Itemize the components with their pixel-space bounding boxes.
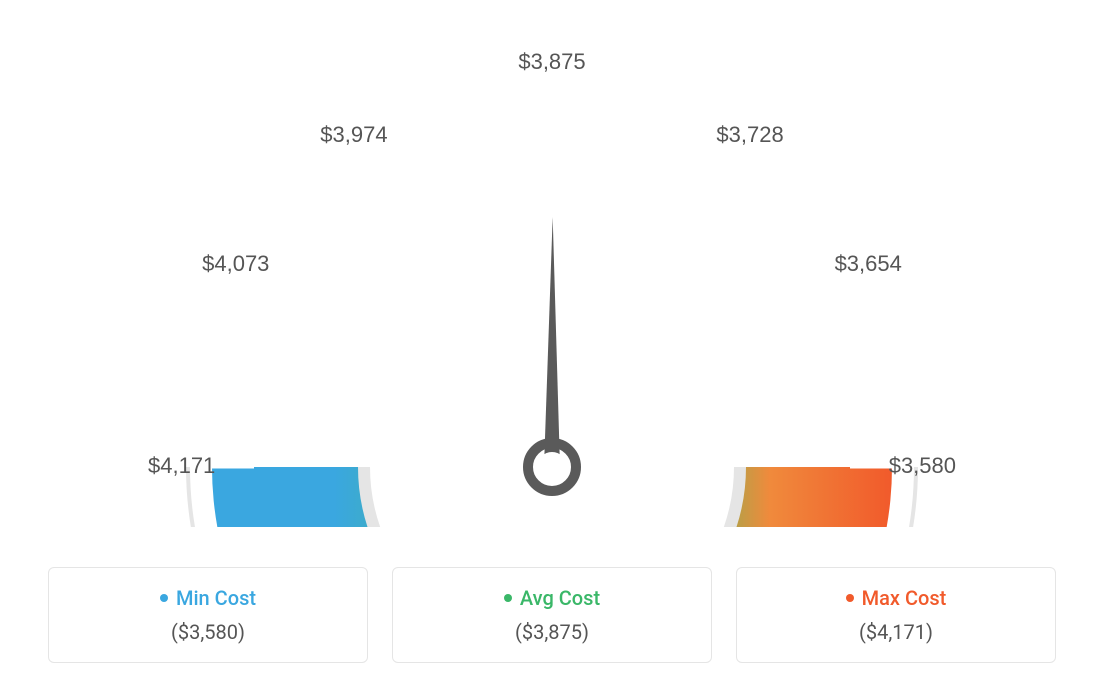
legend-value-min: ($3,580) (69, 620, 347, 644)
svg-text:$4,171: $4,171 (148, 453, 215, 478)
legend-title-avg: Avg Cost (413, 586, 691, 610)
legend-value-avg: ($3,875) (413, 620, 691, 644)
legend-bullet-min (160, 594, 168, 602)
legend-label-min: Min Cost (176, 586, 256, 610)
legend-card-avg: Avg Cost ($3,875) (392, 567, 712, 663)
legend-title-min: Min Cost (69, 586, 347, 610)
svg-text:$4,073: $4,073 (202, 251, 269, 276)
svg-text:$3,728: $3,728 (716, 122, 783, 147)
legend-card-min: Min Cost ($3,580) (48, 567, 368, 663)
legend-row: Min Cost ($3,580) Avg Cost ($3,875) Max … (48, 567, 1056, 663)
svg-text:$3,580: $3,580 (889, 453, 956, 478)
svg-text:$3,974: $3,974 (320, 122, 387, 147)
legend-value-max: ($4,171) (757, 620, 1035, 644)
legend-card-max: Max Cost ($4,171) (736, 567, 1056, 663)
legend-bullet-max (846, 594, 854, 602)
legend-label-avg: Avg Cost (520, 586, 600, 610)
svg-text:$3,875: $3,875 (518, 49, 585, 74)
legend-label-max: Max Cost (862, 586, 947, 610)
legend-title-max: Max Cost (757, 586, 1035, 610)
svg-text:$3,654: $3,654 (835, 251, 902, 276)
gauge-chart: $3,580 $3,654 $3,728 $3,875 $3,974 $4,073 $4,1… (0, 27, 1104, 527)
gauge-svg: $3,580 $3,654 $3,728 $3,875 $3,974 $4,073 $4,1… (42, 27, 1062, 527)
legend-bullet-avg (504, 594, 512, 602)
